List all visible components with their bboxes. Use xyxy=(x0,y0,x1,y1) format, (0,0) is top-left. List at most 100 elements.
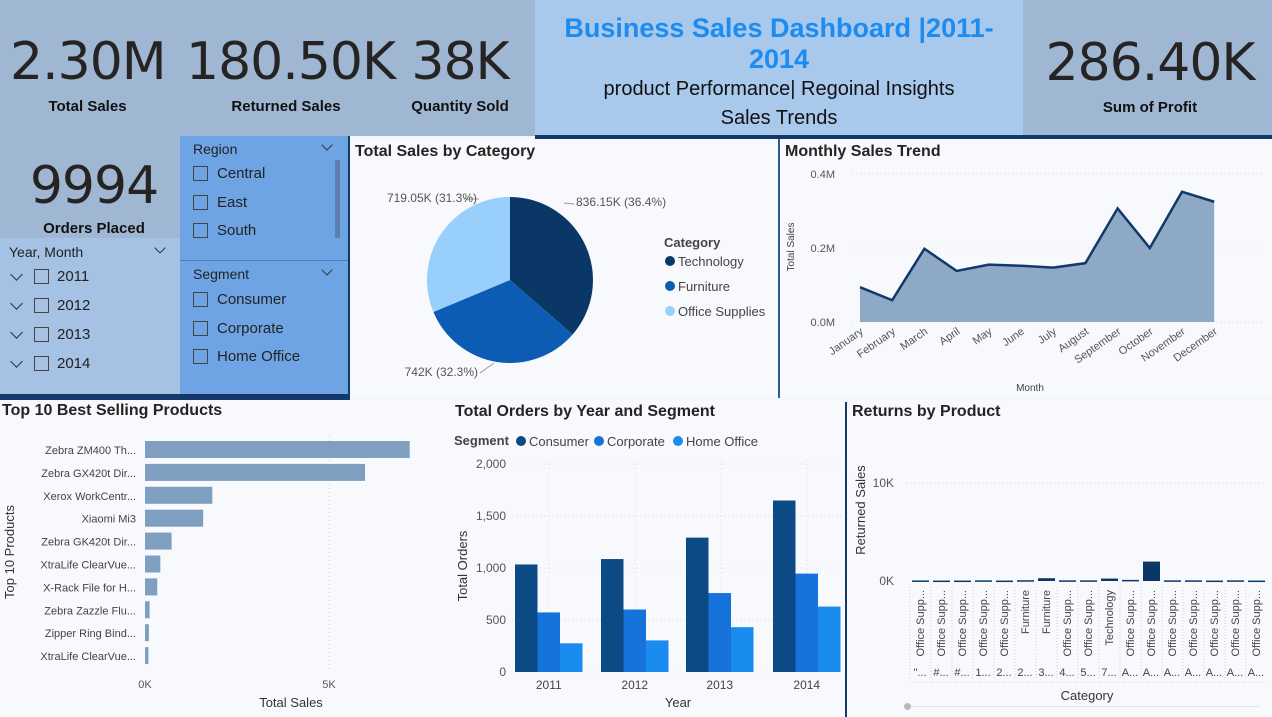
chevron-down-icon[interactable] xyxy=(321,264,333,276)
x-tick-label: April xyxy=(937,326,962,348)
expand-chevron-icon[interactable] xyxy=(10,297,23,310)
checkbox[interactable] xyxy=(34,298,49,313)
bar[interactable] xyxy=(1248,580,1265,583)
region-item-central[interactable]: Central xyxy=(192,165,332,189)
bar[interactable] xyxy=(1122,579,1139,582)
checkbox[interactable] xyxy=(34,327,49,342)
x-sub-tick-label: 2... xyxy=(996,667,1011,679)
checkbox[interactable] xyxy=(34,356,49,371)
legend-marker[interactable] xyxy=(516,436,526,446)
bar[interactable] xyxy=(145,624,149,642)
checkbox[interactable] xyxy=(193,292,208,307)
segment-item-consumer[interactable]: Consumer xyxy=(192,291,342,315)
bar[interactable] xyxy=(145,532,172,550)
year-month-slicer: Year, Month 2011 2012 2013 2014 xyxy=(0,238,180,396)
area-fill[interactable] xyxy=(860,191,1215,322)
top-products-bar-chart[interactable]: Zebra ZM400 Th... Zebra GX420t Dir... Xero… xyxy=(0,400,450,717)
pie-slice[interactable] xyxy=(427,197,510,313)
kpi-value: 9994 xyxy=(29,156,159,216)
checkbox[interactable] xyxy=(193,223,208,238)
bar[interactable] xyxy=(731,627,754,672)
bar[interactable] xyxy=(773,500,796,672)
bar[interactable] xyxy=(145,463,366,481)
segment-item-corporate[interactable]: Corporate xyxy=(192,320,342,344)
chart-title: Monthly Sales Trend xyxy=(785,143,941,160)
dashboard-subtitle: product Performance| Regoinal Insights xyxy=(603,78,955,100)
bar[interactable] xyxy=(145,578,158,596)
expand-chevron-icon[interactable] xyxy=(10,326,23,339)
bar[interactable] xyxy=(646,640,669,672)
legend-marker[interactable] xyxy=(673,436,683,446)
legend-marker[interactable] xyxy=(665,281,675,291)
year-item-2011[interactable]: 2011 xyxy=(0,266,180,295)
x-sub-tick-label: 1... xyxy=(975,667,990,679)
bar[interactable] xyxy=(933,580,950,583)
bar[interactable] xyxy=(1143,561,1160,581)
bar[interactable] xyxy=(145,601,150,619)
checkbox[interactable] xyxy=(193,321,208,336)
bar[interactable] xyxy=(537,612,561,672)
bar[interactable] xyxy=(145,509,204,527)
pie-slice[interactable] xyxy=(433,280,573,363)
legend-marker[interactable] xyxy=(594,436,604,446)
legend-marker[interactable] xyxy=(665,306,675,316)
x-tick-label: 0K xyxy=(138,679,152,691)
scrollbar[interactable] xyxy=(335,160,340,238)
bar[interactable] xyxy=(145,441,410,458)
bar[interactable] xyxy=(686,537,709,672)
bar[interactable] xyxy=(1101,578,1118,581)
pie-slice[interactable] xyxy=(510,197,593,335)
bar[interactable] xyxy=(912,580,929,582)
bar[interactable] xyxy=(145,555,161,573)
bar[interactable] xyxy=(601,559,624,672)
bar[interactable] xyxy=(1017,580,1034,582)
chevron-down-icon[interactable] xyxy=(154,242,166,254)
bar[interactable] xyxy=(1164,580,1181,582)
bar[interactable] xyxy=(954,580,971,583)
returns-bar-chart[interactable]: 10K 0K Office Supp... "... Office Supp... #..… xyxy=(847,400,1272,717)
year-item-2014[interactable]: 2014 xyxy=(0,353,180,382)
trend-line[interactable] xyxy=(859,190,1215,302)
checkbox[interactable] xyxy=(193,195,208,210)
bar[interactable] xyxy=(795,573,819,672)
bar[interactable] xyxy=(623,609,647,672)
y-tick-label: Zipper Ring Bind... xyxy=(45,628,136,640)
checkbox[interactable] xyxy=(193,166,208,181)
region-item-east[interactable]: East xyxy=(192,194,332,218)
bar[interactable] xyxy=(560,643,583,672)
legend-marker[interactable] xyxy=(665,256,675,266)
kpi-label: Orders Placed xyxy=(43,220,145,237)
y-tick-label: XtraLife ClearVue... xyxy=(40,651,136,663)
bar[interactable] xyxy=(145,486,213,504)
bar[interactable] xyxy=(975,580,992,582)
bar[interactable] xyxy=(515,564,538,672)
bar[interactable] xyxy=(708,593,732,672)
bar[interactable] xyxy=(1185,580,1202,582)
year-item-2013[interactable]: 2013 xyxy=(0,324,180,353)
bar[interactable] xyxy=(145,647,149,665)
bar[interactable] xyxy=(996,580,1013,583)
orders-column-chart[interactable]: Segment Consumer Corporate Home Office 0 500 1… xyxy=(450,400,846,717)
bar[interactable] xyxy=(1059,580,1076,582)
scrollbar-track[interactable] xyxy=(911,706,1259,707)
bar[interactable] xyxy=(1227,580,1244,582)
kpi-value: 2.30M xyxy=(10,32,167,92)
legend-title: Category xyxy=(664,235,721,250)
bar[interactable] xyxy=(1206,580,1223,583)
expand-chevron-icon[interactable] xyxy=(10,355,23,368)
bar[interactable] xyxy=(1080,580,1097,582)
expand-chevron-icon[interactable] xyxy=(10,268,23,281)
chevron-down-icon[interactable] xyxy=(321,139,333,151)
year-label: 2011 xyxy=(57,268,90,285)
region-item-south[interactable]: South xyxy=(192,222,332,246)
year-item-2012[interactable]: 2012 xyxy=(0,295,180,324)
checkbox[interactable] xyxy=(193,349,208,364)
bar[interactable] xyxy=(1038,578,1055,581)
checkbox[interactable] xyxy=(34,269,49,284)
scroll-handle[interactable] xyxy=(904,703,911,710)
segment-item-home-office[interactable]: Home Office xyxy=(192,348,342,372)
category-pie-chart[interactable]: 836.15K (36.4%) 742K (32.3%) 719.05K (31.3… xyxy=(350,139,778,398)
bar[interactable] xyxy=(818,606,841,672)
x-axis-title: Total Sales xyxy=(259,695,323,710)
